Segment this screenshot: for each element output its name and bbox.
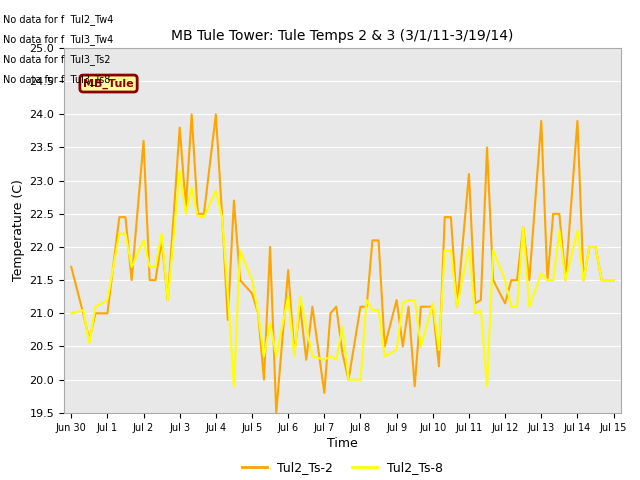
X-axis label: Time: Time bbox=[327, 437, 358, 450]
Legend: Tul2_Ts-2, Tul2_Ts-8: Tul2_Ts-2, Tul2_Ts-8 bbox=[237, 456, 448, 480]
Text: No data for f  Tul3_Ts2: No data for f Tul3_Ts2 bbox=[3, 54, 111, 65]
Text: No data for f  Tul2_Tw4: No data for f Tul2_Tw4 bbox=[3, 13, 113, 24]
Text: No data for f  Tul3_Ts8: No data for f Tul3_Ts8 bbox=[3, 74, 111, 85]
Text: MB_Tule: MB_Tule bbox=[83, 78, 134, 89]
Y-axis label: Temperature (C): Temperature (C) bbox=[12, 180, 25, 281]
Text: No data for f  Tul3_Tw4: No data for f Tul3_Tw4 bbox=[3, 34, 113, 45]
Title: MB Tule Tower: Tule Temps 2 & 3 (3/1/11-3/19/14): MB Tule Tower: Tule Temps 2 & 3 (3/1/11-… bbox=[172, 29, 513, 43]
